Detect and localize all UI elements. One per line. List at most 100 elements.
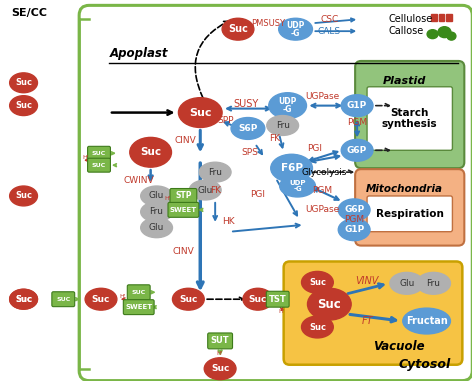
Text: CALS: CALS <box>318 27 341 36</box>
Text: UGPase: UGPase <box>305 206 339 214</box>
Ellipse shape <box>341 95 373 117</box>
Ellipse shape <box>279 18 312 40</box>
Ellipse shape <box>231 118 265 139</box>
Text: UDP
-G: UDP -G <box>278 97 297 114</box>
Text: Suc: Suc <box>15 191 32 201</box>
Ellipse shape <box>130 138 172 167</box>
Ellipse shape <box>301 271 333 293</box>
Text: G6P: G6P <box>344 206 364 214</box>
Text: SPS: SPS <box>241 148 258 157</box>
Ellipse shape <box>9 186 37 206</box>
Text: SUC: SUC <box>92 163 106 168</box>
Ellipse shape <box>301 316 333 338</box>
Text: PMSUSY: PMSUSY <box>251 19 285 28</box>
Text: SUC: SUC <box>92 151 106 156</box>
Ellipse shape <box>269 93 307 118</box>
FancyBboxPatch shape <box>367 87 452 150</box>
Text: Apoplast: Apoplast <box>109 47 168 60</box>
FancyBboxPatch shape <box>128 285 150 300</box>
Ellipse shape <box>141 218 173 238</box>
Ellipse shape <box>308 288 351 320</box>
Text: Fru: Fru <box>276 121 290 130</box>
Text: SUC: SUC <box>132 290 146 295</box>
Text: Fru: Fru <box>208 168 222 176</box>
Ellipse shape <box>199 162 231 182</box>
Ellipse shape <box>403 308 450 334</box>
Text: Respiration: Respiration <box>376 209 444 219</box>
Ellipse shape <box>341 139 373 161</box>
Text: G1P: G1P <box>344 225 364 234</box>
Text: Vacuole: Vacuole <box>373 340 425 353</box>
Bar <box>438 14 445 21</box>
Text: Suc: Suc <box>140 147 161 157</box>
Text: PGI: PGI <box>307 144 322 153</box>
FancyBboxPatch shape <box>88 146 110 160</box>
Text: SUT: SUT <box>211 337 229 345</box>
Text: Mitochondria: Mitochondria <box>366 184 443 194</box>
Ellipse shape <box>9 73 37 93</box>
Text: Suc: Suc <box>189 108 211 118</box>
Text: STP: STP <box>175 191 191 201</box>
Ellipse shape <box>280 175 315 197</box>
Text: PGM: PGM <box>344 215 364 224</box>
Text: Glycolysis: Glycolysis <box>301 168 347 176</box>
Ellipse shape <box>447 32 456 40</box>
Text: UDP
-G: UDP -G <box>289 180 306 192</box>
Ellipse shape <box>141 186 173 206</box>
Text: Suc: Suc <box>92 295 110 304</box>
Text: FT: FT <box>361 316 373 326</box>
Text: CINV: CINV <box>174 136 196 145</box>
Text: G1P: G1P <box>347 101 367 110</box>
Text: Suc: Suc <box>179 295 198 304</box>
Text: Callose: Callose <box>389 26 424 36</box>
Ellipse shape <box>204 358 236 380</box>
Text: H': H' <box>164 196 171 201</box>
Bar <box>430 14 437 21</box>
Text: SPP: SPP <box>218 116 234 125</box>
Text: SE/CC: SE/CC <box>12 8 48 18</box>
Text: UDP
-G: UDP -G <box>286 21 305 38</box>
Text: Fru: Fru <box>427 279 440 288</box>
Ellipse shape <box>271 154 312 182</box>
Text: Suc: Suc <box>309 278 326 287</box>
Text: Glu: Glu <box>198 186 213 194</box>
Text: Suc: Suc <box>15 101 32 110</box>
Ellipse shape <box>173 288 204 310</box>
Ellipse shape <box>9 289 37 309</box>
Text: Fructan: Fructan <box>406 316 447 326</box>
Text: CWINV: CWINV <box>123 176 154 185</box>
Text: Suc: Suc <box>211 364 229 373</box>
Text: H': H' <box>119 294 126 299</box>
Ellipse shape <box>222 18 254 40</box>
FancyBboxPatch shape <box>52 292 75 307</box>
Text: S6P: S6P <box>238 124 257 133</box>
Bar <box>447 14 452 21</box>
Text: Suc: Suc <box>249 295 267 304</box>
Text: Suc: Suc <box>15 295 32 304</box>
Text: H': H' <box>278 309 285 314</box>
FancyBboxPatch shape <box>79 5 472 380</box>
Text: UGPase: UGPase <box>305 92 339 101</box>
FancyBboxPatch shape <box>355 61 465 168</box>
FancyBboxPatch shape <box>88 158 110 172</box>
Ellipse shape <box>267 115 299 135</box>
Text: Plastid: Plastid <box>383 76 427 86</box>
Text: H': H' <box>217 351 223 356</box>
Ellipse shape <box>338 199 370 221</box>
Text: Glu: Glu <box>149 191 164 201</box>
Text: H': H' <box>83 155 90 160</box>
Text: VINV: VINV <box>356 276 379 286</box>
Ellipse shape <box>438 27 451 37</box>
FancyBboxPatch shape <box>283 262 462 365</box>
Text: Starch
synthesis: Starch synthesis <box>382 108 438 129</box>
FancyBboxPatch shape <box>367 196 452 232</box>
Text: Cellulose: Cellulose <box>389 14 433 24</box>
Text: FK: FK <box>269 134 280 143</box>
Text: Fru: Fru <box>150 207 164 216</box>
Text: Suc: Suc <box>228 24 248 34</box>
Ellipse shape <box>178 98 222 128</box>
Text: Suc: Suc <box>318 298 341 311</box>
Ellipse shape <box>141 202 173 222</box>
Text: Cytosol: Cytosol <box>399 358 451 371</box>
Ellipse shape <box>85 288 117 310</box>
